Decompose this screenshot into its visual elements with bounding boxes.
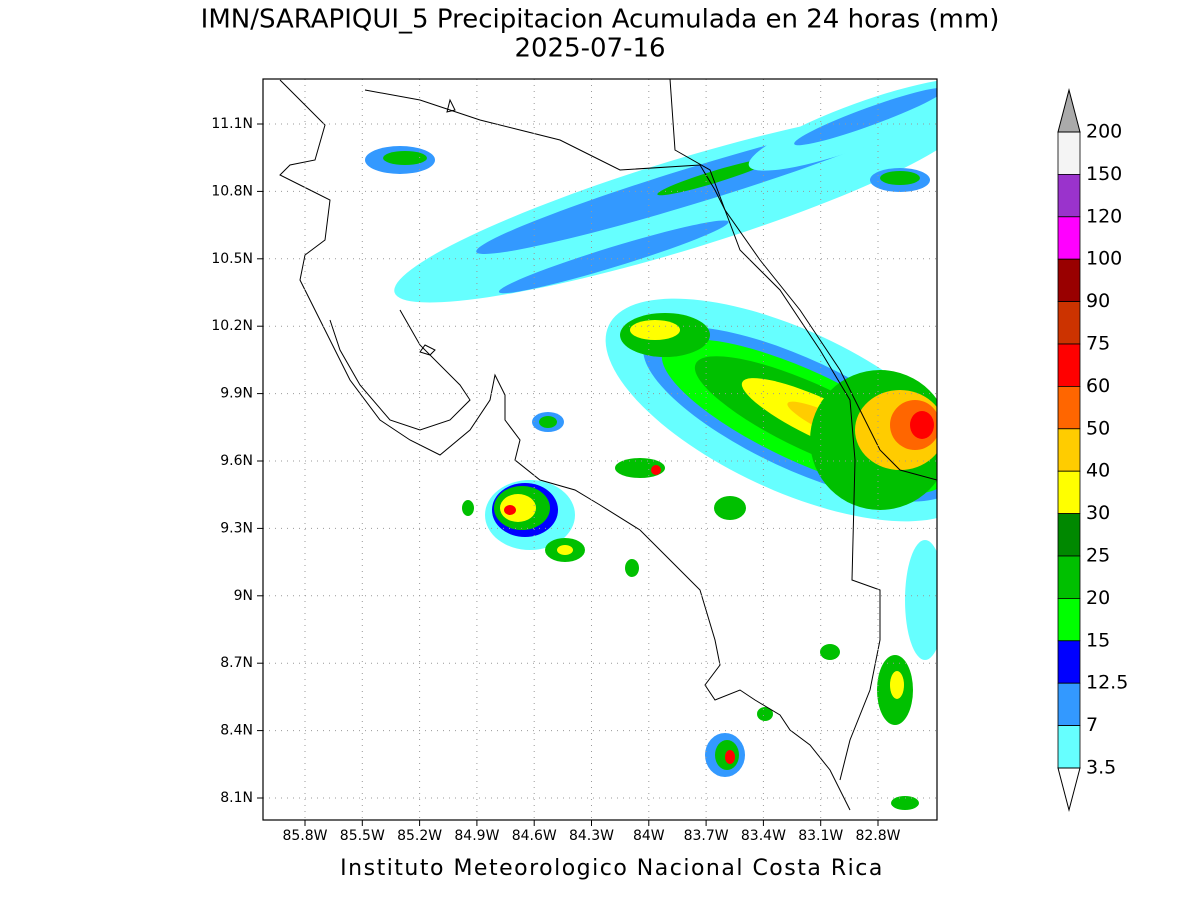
colorbar-segment xyxy=(1057,640,1081,684)
map-frame xyxy=(262,78,938,821)
lat-tick-label: 9.3N xyxy=(220,520,253,536)
lat-tick-label: 9.9N xyxy=(220,386,253,402)
colorbar-label: 150 xyxy=(1086,163,1122,185)
colorbar-label: 3.5 xyxy=(1086,757,1116,779)
colorbar: 200 150 120 100 90 75 60 50 40 30 25 20 15 12.5 7 3.5 xyxy=(1057,88,1128,812)
colorbar-label: 7 xyxy=(1086,714,1098,736)
lon-tick-label: 85.8W xyxy=(282,828,327,844)
lon-tick-label: 84.9W xyxy=(454,828,499,844)
lon-tick-label: 85.2W xyxy=(397,828,442,844)
colorbar-label: 20 xyxy=(1086,587,1110,609)
map-footer: Instituto Meteorologico Nacional Costa R… xyxy=(340,856,884,881)
lon-tick-label: 84W xyxy=(633,828,665,844)
map-subtitle: 2025-07-16 xyxy=(514,34,665,64)
coastlines xyxy=(279,79,937,811)
lon-tick-label: 83.7W xyxy=(684,828,729,844)
lat-tick-label: 9N xyxy=(234,588,253,604)
lat-tick-label: 11.1N xyxy=(211,116,253,132)
colorbar-label: 15 xyxy=(1086,629,1110,651)
graticule: 11.1N 10.8N 10.5N 10.2N 9.9N 9.6N 9.3N 9N 8.7N 8.… xyxy=(211,79,937,844)
colorbar-label: 90 xyxy=(1086,290,1110,312)
lat-tick-label: 8.4N xyxy=(220,723,253,739)
lon-tick-label: 84.6W xyxy=(512,828,557,844)
colorbar-segment xyxy=(1057,258,1081,303)
colorbar-segment xyxy=(1057,598,1081,642)
lon-tick-label: 85.5W xyxy=(340,828,385,844)
colorbar-label: 100 xyxy=(1086,248,1122,270)
colorbar-segment xyxy=(1057,173,1081,218)
colorbar-segment xyxy=(1057,725,1081,769)
colorbar-label: 200 xyxy=(1086,121,1122,143)
lat-tick-label: 10.5N xyxy=(211,251,253,267)
lon-tick-label: 82.8W xyxy=(855,828,900,844)
colorbar-label: 12.5 xyxy=(1086,672,1128,694)
lat-tick-label: 10.8N xyxy=(211,183,253,199)
lat-tick-label: 8.7N xyxy=(220,655,253,671)
colorbar-segment xyxy=(1057,343,1081,387)
precipitation-field xyxy=(365,79,937,810)
colorbar-over xyxy=(1057,88,1081,133)
colorbar-label: 120 xyxy=(1086,205,1122,227)
colorbar-segment xyxy=(1057,385,1081,430)
colorbar-segment xyxy=(1057,682,1081,727)
colorbar-label: 60 xyxy=(1086,375,1110,397)
colorbar-segment xyxy=(1057,555,1081,599)
lat-tick-label: 10.2N xyxy=(211,318,253,334)
lon-tick-label: 84.3W xyxy=(569,828,614,844)
lat-tick-label: 9.6N xyxy=(220,453,253,469)
lat-tick-label: 8.1N xyxy=(220,790,253,806)
map-title: IMN/SARAPIQUI_5 Precipitacion Acumulada … xyxy=(201,5,1000,35)
colorbar-label: 50 xyxy=(1086,417,1110,439)
colorbar-segment xyxy=(1057,428,1081,472)
colorbar-segment xyxy=(1057,513,1081,557)
lon-tick-label: 83.1W xyxy=(798,828,843,844)
colorbar-label: 25 xyxy=(1086,545,1110,567)
colorbar-segment xyxy=(1057,470,1081,515)
colorbar-under xyxy=(1057,767,1081,812)
colorbar-segment xyxy=(1057,216,1081,260)
colorbar-segment xyxy=(1057,131,1081,175)
colorbar-label: 30 xyxy=(1086,502,1110,524)
colorbar-label: 40 xyxy=(1086,460,1110,482)
lon-tick-label: 83.4W xyxy=(741,828,786,844)
colorbar-label: 75 xyxy=(1086,333,1110,355)
colorbar-segment xyxy=(1057,301,1081,345)
